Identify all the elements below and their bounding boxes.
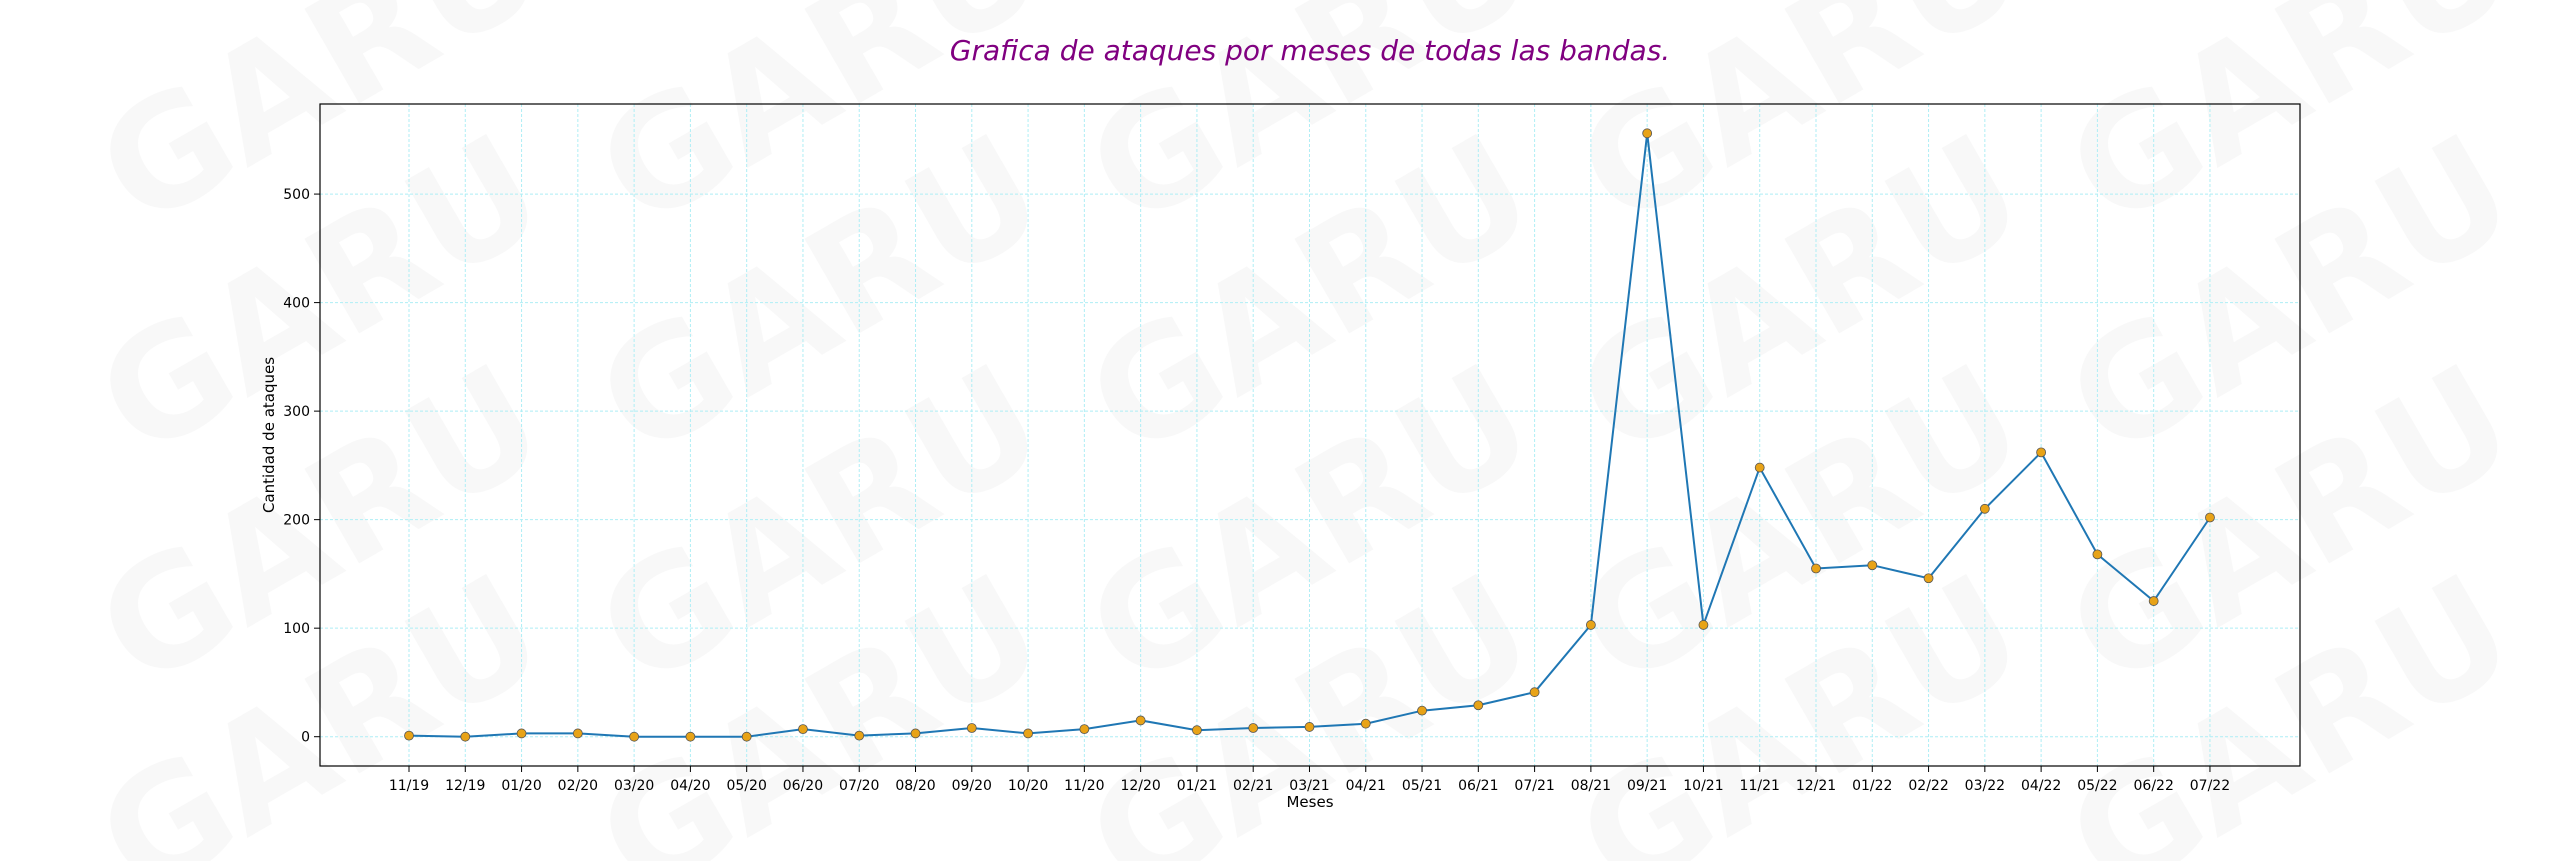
x-tick-label: 03/21 (1289, 778, 1329, 794)
data-point (1192, 725, 1202, 736)
x-tick-label: 09/20 (952, 778, 992, 794)
x-tick-label: 04/20 (670, 778, 710, 794)
grid-lines (320, 104, 2300, 766)
data-point (1811, 563, 1821, 574)
y-axis-label: Cantidad de ataques (260, 357, 278, 513)
data-point (1135, 715, 1146, 726)
y-tick-label: 0 (301, 730, 310, 746)
x-tick-label: 08/20 (895, 778, 935, 794)
data-point (1867, 560, 1878, 571)
x-tick-label: 04/22 (2021, 778, 2061, 794)
x-tick-label: 06/21 (1458, 778, 1498, 794)
data-point (1248, 723, 1259, 733)
x-tick-label: 06/22 (2134, 778, 2174, 794)
data-point (1079, 724, 1090, 735)
data-point (2036, 447, 2047, 458)
data-point (1585, 620, 1596, 630)
data-point (741, 731, 752, 742)
data-point (1923, 573, 1934, 584)
x-axis-ticks: 11/19 12/19 01/20 02/20 03/20 04/20 05/20 06/20… (389, 766, 2230, 794)
data-point (966, 723, 977, 733)
data-point (1698, 620, 1709, 630)
x-tick-label: 01/22 (1852, 778, 1892, 794)
x-tick-label: 10/20 (1008, 778, 1048, 794)
x-tick-label: 01/20 (501, 778, 541, 794)
data-point (798, 724, 808, 735)
data-point (2092, 549, 2103, 560)
x-tick-label: 06/20 (783, 778, 823, 794)
data-point (572, 728, 583, 739)
watermark-layer: GARUGARUGARUGARUGARUGARUGARUGARUGARUGARU… (71, 0, 2541, 861)
x-tick-label: 04/21 (1346, 778, 1386, 794)
x-axis-label: Meses (1286, 793, 1333, 811)
data-point (516, 728, 527, 739)
x-tick-label: 02/22 (1908, 778, 1948, 794)
x-tick-label: 05/20 (727, 778, 767, 794)
data-point (2205, 512, 2215, 523)
data-point (2148, 596, 2159, 606)
y-tick-label: 400 (283, 296, 310, 312)
y-axis-ticks: 0 100 200 300 400 500 (283, 187, 320, 746)
x-tick-label: 05/21 (1402, 778, 1442, 794)
x-tick-label: 08/21 (1571, 778, 1611, 794)
data-point (1360, 718, 1371, 729)
x-tick-label: 09/21 (1627, 778, 1667, 794)
y-tick-label: 100 (283, 621, 310, 637)
data-point (460, 731, 471, 742)
data-point (629, 731, 640, 742)
data-point (1529, 687, 1540, 698)
data-point (685, 731, 696, 742)
y-tick-label: 200 (283, 513, 310, 529)
x-tick-label: 12/19 (445, 778, 485, 794)
x-tick-label: 11/20 (1064, 778, 1104, 794)
data-point (1023, 728, 1033, 739)
data-point (1417, 705, 1427, 716)
x-tick-label: 11/21 (1740, 778, 1780, 794)
x-tick-label: 12/21 (1796, 778, 1836, 794)
x-tick-label: 12/20 (1120, 778, 1160, 794)
plot-frame (319, 103, 2301, 767)
chart-title: Grafica de ataques por meses de todas la… (950, 34, 1670, 67)
data-point (404, 730, 414, 741)
x-tick-label: 05/22 (2077, 778, 2117, 794)
series-layer (404, 128, 2215, 742)
data-point (1304, 722, 1315, 732)
x-tick-label: 02/20 (558, 778, 598, 794)
y-tick-label: 500 (283, 187, 310, 203)
x-tick-label: 03/20 (614, 778, 654, 794)
x-tick-label: 03/22 (1965, 778, 2005, 794)
x-tick-label: 10/21 (1683, 778, 1723, 794)
data-point (1642, 128, 1653, 139)
x-tick-label: 07/20 (839, 778, 879, 794)
data-point (854, 730, 865, 741)
x-tick-label: 07/22 (2190, 778, 2230, 794)
data-point (910, 728, 921, 739)
y-tick-label: 300 (283, 404, 310, 420)
x-tick-label: 11/19 (389, 778, 429, 794)
data-point (1754, 462, 1765, 473)
data-point (1979, 503, 1990, 514)
data-point (1473, 700, 1484, 711)
x-tick-label: 02/21 (1233, 778, 1273, 794)
x-tick-label: 07/21 (1514, 778, 1554, 794)
x-tick-label: 01/21 (1177, 778, 1217, 794)
